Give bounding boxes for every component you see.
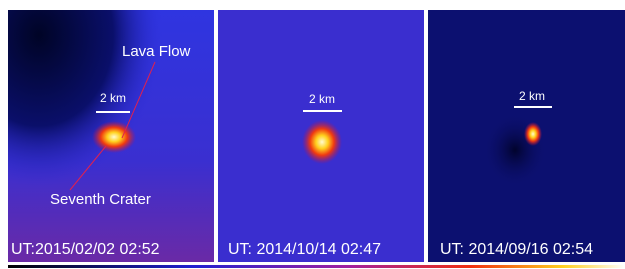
timestamp: UT: 2014/10/14 02:47 (228, 241, 381, 258)
annotation: Seventh Crater (50, 191, 151, 208)
panel: 2 km UT: 2014/09/16 02:54 (428, 10, 625, 262)
panel: 2 km UT: 2014/10/14 02:47 (218, 10, 424, 262)
timestamp: UT:2015/02/02 02:52 (11, 241, 160, 258)
scale-label: 2 km (309, 92, 335, 106)
scale-label: 2 km (519, 89, 545, 103)
color-bar (8, 265, 625, 268)
annotation: Lava Flow (122, 43, 191, 60)
image-panels: 2 km Lava Flow Seventh Crater UT:2015/02… (0, 0, 625, 269)
timestamp: UT: 2014/09/16 02:54 (440, 241, 593, 258)
panel: 2 km Lava Flow Seventh Crater UT:2015/02… (8, 10, 214, 262)
scale-label: 2 km (100, 91, 126, 105)
